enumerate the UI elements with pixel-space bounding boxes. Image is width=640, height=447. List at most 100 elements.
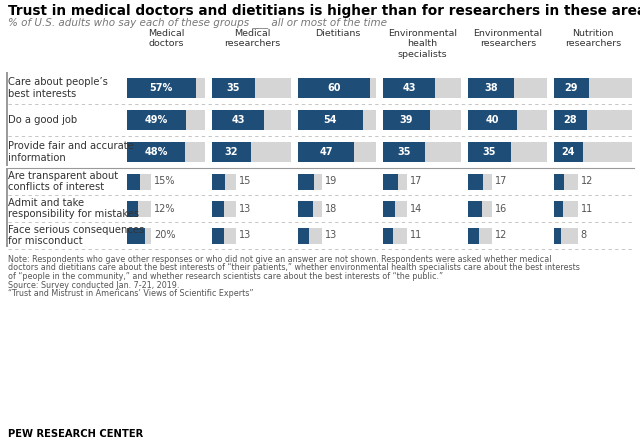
Bar bbox=[127, 142, 185, 162]
Text: 20%: 20% bbox=[154, 231, 175, 240]
Text: 12: 12 bbox=[580, 177, 593, 186]
Text: 49%: 49% bbox=[145, 115, 168, 125]
Bar bbox=[554, 173, 577, 190]
Bar bbox=[554, 78, 589, 98]
Text: Do a good job: Do a good job bbox=[8, 115, 77, 125]
Bar bbox=[383, 142, 425, 162]
Text: 35: 35 bbox=[397, 147, 411, 157]
Text: 38: 38 bbox=[484, 83, 498, 93]
Text: Environmental
health
specialists: Environmental health specialists bbox=[388, 29, 457, 59]
Bar bbox=[298, 142, 355, 162]
Bar bbox=[298, 228, 321, 244]
Bar bbox=[212, 173, 225, 190]
Text: 48%: 48% bbox=[144, 147, 168, 157]
Text: Nutrition
researchers: Nutrition researchers bbox=[565, 29, 621, 48]
Text: Environmental
researchers: Environmental researchers bbox=[474, 29, 543, 48]
Text: doctors and dietitians care about the best interests of “their patients,” whethe: doctors and dietitians care about the be… bbox=[8, 263, 580, 273]
Text: Trust in medical doctors and dietitians is higher than for researchers in these : Trust in medical doctors and dietitians … bbox=[8, 4, 640, 18]
Bar bbox=[468, 201, 492, 216]
Text: 18: 18 bbox=[324, 203, 337, 214]
Bar bbox=[212, 201, 224, 216]
Bar bbox=[127, 201, 138, 216]
Bar bbox=[383, 78, 435, 98]
Bar bbox=[468, 173, 492, 190]
Bar bbox=[212, 142, 251, 162]
Bar bbox=[554, 201, 577, 216]
Text: 43: 43 bbox=[402, 83, 415, 93]
Bar bbox=[127, 228, 145, 244]
Bar bbox=[298, 142, 376, 162]
Text: 13: 13 bbox=[324, 231, 337, 240]
Bar bbox=[127, 173, 151, 190]
Bar bbox=[212, 110, 291, 130]
Bar bbox=[468, 142, 511, 162]
Text: 13: 13 bbox=[239, 231, 252, 240]
Bar bbox=[554, 228, 561, 244]
Bar bbox=[383, 110, 430, 130]
Bar bbox=[383, 173, 398, 190]
Bar bbox=[127, 110, 205, 130]
Bar bbox=[298, 228, 309, 244]
Bar bbox=[298, 173, 314, 190]
Text: 60: 60 bbox=[327, 83, 340, 93]
Bar bbox=[383, 142, 461, 162]
Bar bbox=[127, 201, 151, 216]
Bar bbox=[554, 78, 632, 98]
Bar bbox=[383, 228, 407, 244]
Text: 43: 43 bbox=[232, 115, 245, 125]
Text: Admit and take
responsibility for mistakes: Admit and take responsibility for mistak… bbox=[8, 198, 139, 219]
Bar bbox=[468, 201, 483, 216]
Text: PEW RESEARCH CENTER: PEW RESEARCH CENTER bbox=[8, 429, 143, 439]
Text: Are transparent about
conflicts of interest: Are transparent about conflicts of inter… bbox=[8, 171, 118, 192]
Bar bbox=[298, 201, 314, 216]
Bar bbox=[383, 201, 407, 216]
Bar bbox=[212, 228, 236, 244]
Text: “Trust and Mistrust in Americans’ Views of Scientific Experts”: “Trust and Mistrust in Americans’ Views … bbox=[8, 289, 253, 298]
Text: 28: 28 bbox=[564, 115, 577, 125]
Text: Note: Respondents who gave other responses or who did not give an answer are not: Note: Respondents who gave other respons… bbox=[8, 255, 552, 264]
Text: 54: 54 bbox=[323, 115, 337, 125]
Bar bbox=[383, 173, 407, 190]
Text: 11: 11 bbox=[410, 231, 422, 240]
Text: 35: 35 bbox=[483, 147, 496, 157]
Text: Face serious consequences
for misconduct: Face serious consequences for misconduct bbox=[8, 225, 144, 246]
Bar bbox=[212, 78, 291, 98]
Text: 16: 16 bbox=[495, 203, 508, 214]
Bar bbox=[212, 173, 236, 190]
Text: 15%: 15% bbox=[154, 177, 175, 186]
Text: 12%: 12% bbox=[154, 203, 175, 214]
Bar bbox=[212, 228, 224, 244]
Text: 8: 8 bbox=[580, 231, 587, 240]
Text: 32: 32 bbox=[225, 147, 238, 157]
Text: Dietitians: Dietitians bbox=[315, 29, 360, 38]
Text: Medical
doctors: Medical doctors bbox=[148, 29, 185, 48]
Text: 11: 11 bbox=[580, 203, 593, 214]
Bar bbox=[468, 78, 547, 98]
Text: Provide fair and accurate
information: Provide fair and accurate information bbox=[8, 141, 134, 163]
Text: Medical
researchers: Medical researchers bbox=[224, 29, 280, 48]
Bar bbox=[383, 110, 461, 130]
Text: 17: 17 bbox=[495, 177, 508, 186]
Bar bbox=[298, 173, 321, 190]
Bar bbox=[298, 78, 376, 98]
Bar bbox=[554, 228, 577, 244]
Bar bbox=[127, 228, 151, 244]
Bar bbox=[554, 110, 588, 130]
Bar bbox=[468, 110, 516, 130]
Text: 15: 15 bbox=[239, 177, 252, 186]
Bar bbox=[468, 78, 514, 98]
Bar bbox=[212, 142, 291, 162]
Bar bbox=[554, 110, 632, 130]
Text: 19: 19 bbox=[324, 177, 337, 186]
Bar bbox=[383, 228, 393, 244]
Bar bbox=[127, 78, 196, 98]
Text: 39: 39 bbox=[400, 115, 413, 125]
Bar bbox=[468, 110, 547, 130]
Text: 14: 14 bbox=[410, 203, 422, 214]
Text: % of U.S. adults who say each of these groups ___ all or most of the time: % of U.S. adults who say each of these g… bbox=[8, 17, 387, 28]
Bar bbox=[298, 110, 376, 130]
Bar bbox=[554, 201, 563, 216]
Bar bbox=[212, 78, 255, 98]
Bar bbox=[127, 142, 205, 162]
Text: 17: 17 bbox=[410, 177, 422, 186]
